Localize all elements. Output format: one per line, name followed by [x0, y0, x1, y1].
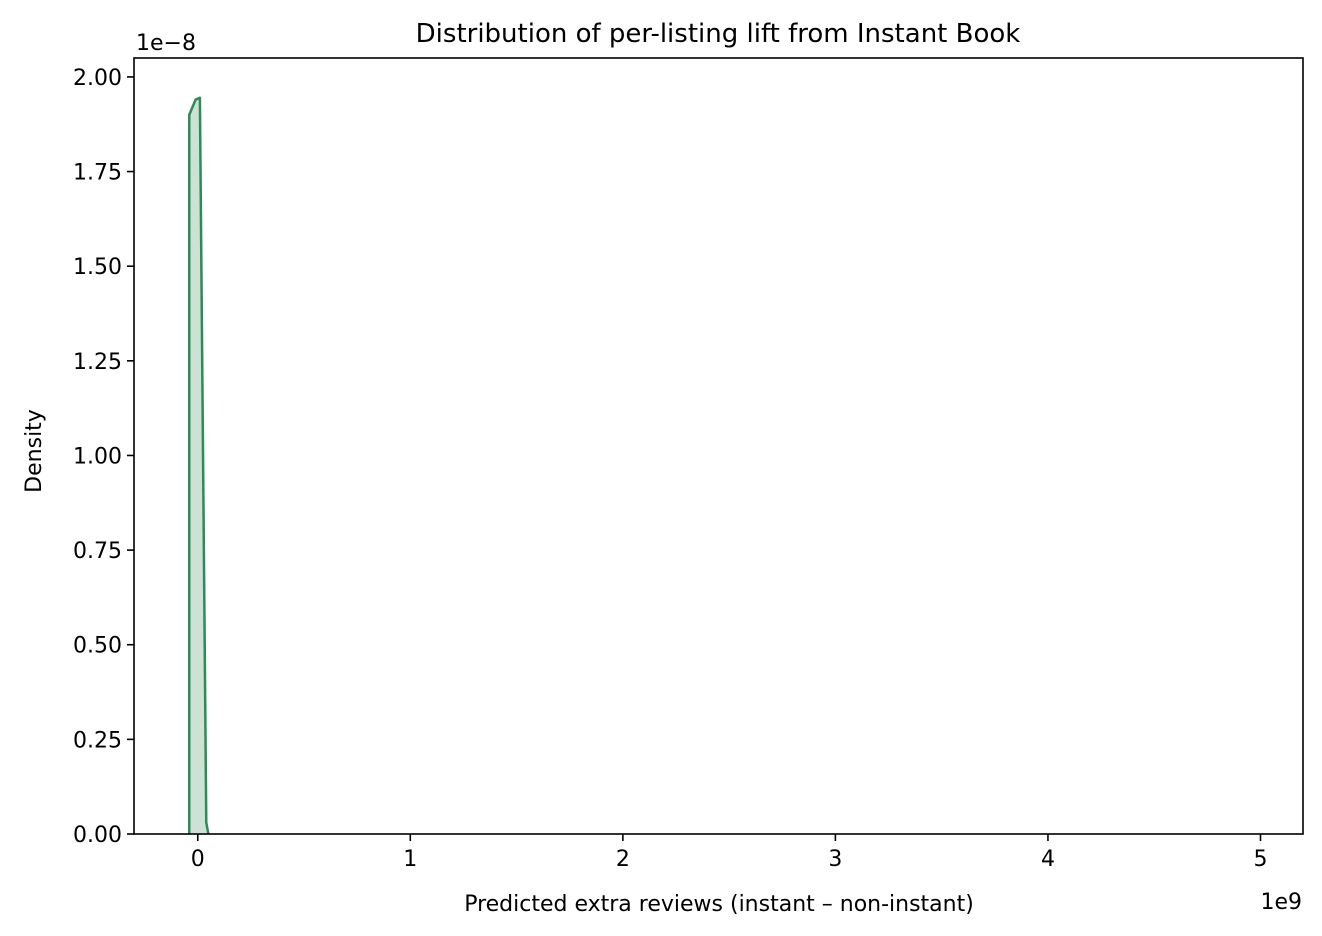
y-tick-label: 1.00 [73, 444, 122, 469]
chart-title: Distribution of per-listing lift from In… [416, 19, 1021, 49]
y-offset-label: 1e−8 [136, 31, 196, 56]
y-axis-label: Density [22, 409, 47, 493]
x-tick-label: 0 [191, 847, 205, 872]
x-tick-label: 5 [1253, 847, 1267, 872]
y-tick-label: 2.00 [73, 66, 122, 91]
density-line [188, 96, 210, 835]
plot-area [188, 96, 210, 835]
y-tick-label: 0.75 [73, 539, 122, 564]
y-tick-label: 1.75 [73, 161, 122, 186]
y-tick-label: 0.50 [73, 634, 122, 659]
axes-frame [133, 57, 1304, 835]
y-tick-label: 1.50 [73, 255, 122, 280]
x-offset-label: 1e9 [1260, 890, 1302, 915]
y-tick-label: 1.25 [73, 350, 122, 375]
y-tick-label: 0.25 [73, 728, 122, 753]
x-tick-label: 1 [403, 847, 417, 872]
y-tick-label: 0.00 [73, 823, 122, 848]
x-axis-label: Predicted extra reviews (instant – non-i… [464, 892, 974, 917]
x-tick-label: 2 [616, 847, 630, 872]
x-tick-label: 4 [1041, 847, 1055, 872]
x-tick-label: 3 [828, 847, 842, 872]
